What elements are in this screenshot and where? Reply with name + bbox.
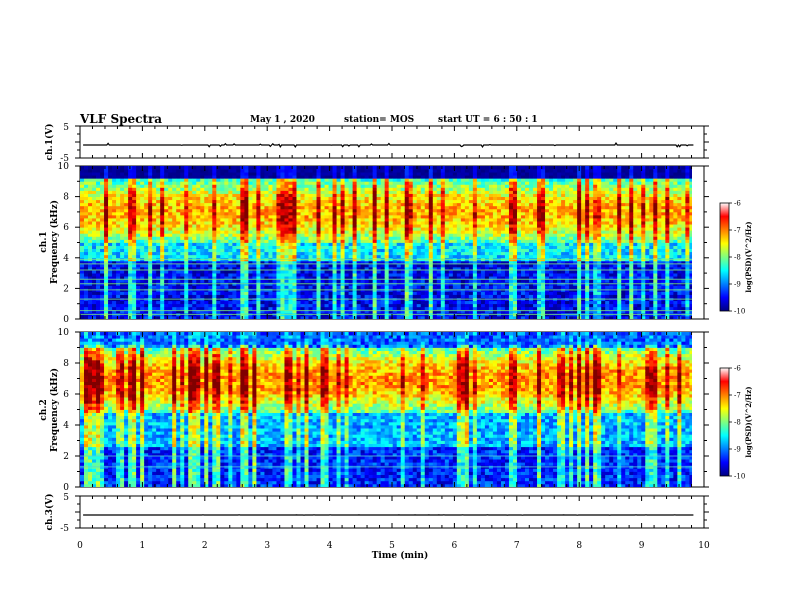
ch3-ytick-bottom: -5 [60, 524, 69, 534]
ch1-spectrogram-ytick: 10 [58, 162, 70, 172]
x-tick-label: 9 [639, 541, 645, 551]
ch2-spectrogram-ytick: 8 [63, 359, 69, 369]
colorbar-tick-label: -8 [734, 254, 741, 262]
x-tick-label: 3 [264, 541, 270, 551]
ch1-spectrogram-ytick: 2 [63, 284, 69, 294]
ch1-spectrogram-ytick: 4 [63, 254, 69, 264]
colorbar-tick-label: -6 [734, 200, 741, 208]
x-tick-label: 8 [576, 541, 582, 551]
ch1-colorbar-label: log(PSD)(V^2/Hz) [744, 221, 753, 292]
colorbar-tick-label: -7 [734, 227, 741, 235]
ch1-spectrogram-image [80, 166, 692, 319]
ch2-spectrogram-ytick: 10 [58, 328, 70, 338]
colorbar-tick-label: -10 [734, 308, 745, 316]
x-tick-label: 4 [327, 541, 333, 551]
ch2-colorbar [719, 367, 730, 477]
ch2-spectrogram-ytick: 6 [63, 390, 69, 400]
ch1-spectrogram-ytick: 0 [63, 315, 69, 325]
ch3-ytick-top: 5 [63, 493, 69, 503]
ch2-spectrogram-ylabel-line1: ch.2 [39, 399, 49, 420]
ch2-spectrogram-ytick: 2 [63, 452, 69, 462]
ch1-ytick-bottom: -5 [60, 154, 69, 164]
colorbar-tick-label: -9 [734, 281, 741, 289]
ch1-spectrogram-ytick: 8 [63, 193, 69, 203]
station-label: station= MOS [344, 115, 415, 125]
ch1-colorbar [719, 202, 730, 312]
colorbar-tick-label: -6 [734, 365, 741, 373]
ch2-spectrogram-ytick: 0 [63, 483, 69, 493]
colorbar-tick-label: -8 [734, 419, 741, 427]
ch1-waveform-trace [83, 142, 694, 148]
colorbar-tick-label: -10 [734, 473, 745, 481]
x-tick-label: 7 [514, 541, 520, 551]
date-label: May 1 , 2020 [250, 115, 315, 125]
x-tick-label: 0 [77, 541, 83, 551]
ch2-colorbar-label: log(PSD)(V^2/Hz) [744, 386, 753, 457]
figure-title: VLF Spectra [80, 112, 163, 126]
x-tick-label: 10 [698, 541, 710, 551]
ch1-spectrogram-ytick: 6 [63, 223, 69, 233]
start-time-label: start UT = 6 : 50 : 1 [438, 115, 538, 125]
x-axis-label: Time (min) [372, 550, 429, 561]
axis-ticks [75, 125, 709, 529]
ch2-spectrogram-image [80, 332, 692, 487]
ch1-ytick-top: 5 [63, 123, 69, 133]
x-tick-label: 1 [140, 541, 146, 551]
ch2-spectrogram-ytick: 4 [63, 421, 69, 431]
ch1-waveform-ylabel: ch.1(V) [44, 124, 55, 161]
ch3-waveform-ylabel: ch.3(V) [44, 494, 55, 531]
colorbar-tick-label: -9 [734, 446, 741, 454]
x-tick-label: 2 [202, 541, 208, 551]
x-tick-label: 6 [452, 541, 458, 551]
ch1-spectrogram-ylabel-line2: Frequency (kHz) [49, 200, 60, 284]
x-tick-label: 5 [389, 541, 395, 551]
colorbar-tick-label: -7 [734, 392, 741, 400]
ch1-spectrogram-ylabel-line1: ch.1 [39, 231, 49, 252]
ch2-spectrogram-ylabel-line2: Frequency (kHz) [49, 368, 60, 452]
